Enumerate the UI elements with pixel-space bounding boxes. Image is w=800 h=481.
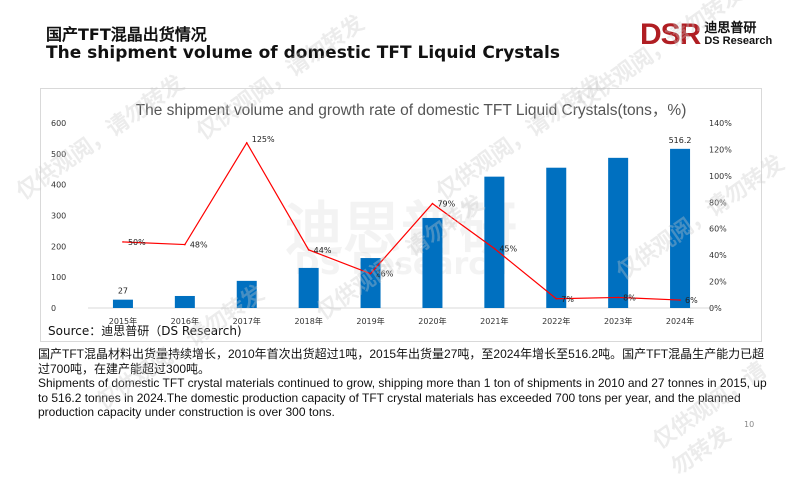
growth-rate-point xyxy=(555,297,558,300)
bar-data-label: 516.2 xyxy=(669,136,692,145)
growth-rate-point xyxy=(307,249,310,251)
watermark-big-cn: 迪思普研 xyxy=(285,195,517,263)
line-data-label: 8% xyxy=(623,293,636,302)
right-axis-tick-label: 120% xyxy=(709,145,732,154)
logo-name-en: DS Research xyxy=(704,35,773,47)
bar-2017年 xyxy=(236,280,257,308)
bar-2022年 xyxy=(546,167,567,308)
x-tick-label: 2016年 xyxy=(171,316,199,326)
bar-2023年 xyxy=(608,157,629,308)
watermark-big-en: DS Research xyxy=(295,247,508,282)
growth-rate-point xyxy=(493,247,496,250)
dsr-logo: DSR 迪思普研 DS Research xyxy=(640,20,772,50)
right-axis-tick-label: 40% xyxy=(709,251,727,260)
description-en: Shipments of domestic TFT crystal materi… xyxy=(38,376,767,419)
bar-2019年 xyxy=(360,258,381,308)
right-axis-tick-label: 20% xyxy=(709,278,727,287)
left-axis-tick-label: 0 xyxy=(51,304,56,313)
x-tick-label: 2015年 xyxy=(109,316,137,326)
logo-mark: DSR xyxy=(640,18,701,51)
line-data-label: 50% xyxy=(128,238,146,247)
growth-rate-point xyxy=(245,142,248,144)
bar-2016年 xyxy=(174,295,195,308)
right-axis-tick-label: 80% xyxy=(709,198,727,207)
chart-title: The shipment volume and growth rate of d… xyxy=(135,102,687,119)
x-tick-label: 2019年 xyxy=(356,316,384,326)
bar-2024年 xyxy=(670,148,691,308)
x-tick-label: 2024年 xyxy=(666,316,694,326)
right-axis-tick-label: 100% xyxy=(709,172,732,181)
page-number: 10 xyxy=(744,420,755,429)
description: 国产TFT混晶材料出货量持续增长，2010年首次出货超过1吨，2015年出货量2… xyxy=(38,347,768,420)
bar-2021年 xyxy=(484,176,505,308)
description-cn: 国产TFT混晶材料出货量持续增长，2010年首次出货超过1吨，2015年出货量2… xyxy=(38,347,765,376)
left-axis-tick-label: 100 xyxy=(51,273,66,282)
right-axis-tick-label: 140% xyxy=(709,119,732,128)
chart-container: 迪思普研 DS Research 0 100 200 300 400 500 600 0% 20… xyxy=(40,88,762,342)
left-axis-tick-label: 200 xyxy=(51,242,66,251)
growth-rate-point xyxy=(369,272,372,275)
line-data-label: 44% xyxy=(314,246,332,255)
right-axis-tick-label: 0% xyxy=(709,304,722,313)
x-tick-label: 2018年 xyxy=(294,316,322,326)
line-data-label: 79% xyxy=(437,200,455,209)
growth-rate-point xyxy=(431,202,434,205)
bar-2015年 xyxy=(112,299,133,308)
growth-rate-point xyxy=(122,241,124,243)
line-data-label: 48% xyxy=(190,241,208,250)
x-tick-label: 2023年 xyxy=(604,316,632,326)
growth-rate-line xyxy=(122,141,681,301)
x-tick-label: 2017年 xyxy=(233,316,261,326)
line-data-label: 26% xyxy=(376,270,394,279)
page-title-cn: 国产TFT混晶出货情况 xyxy=(46,25,207,44)
bar-data-label: 27 xyxy=(118,287,128,296)
x-tick-label: 2020年 xyxy=(418,316,446,326)
growth-rate-point xyxy=(184,243,186,246)
line-data-label: 45% xyxy=(499,245,517,254)
left-axis-tick-label: 600 xyxy=(51,119,66,128)
right-axis-tick-label: 60% xyxy=(709,225,727,234)
chart-svg: 迪思普研 DS Research 0 100 200 300 400 500 600 0% 20… xyxy=(51,119,732,326)
line-data-label: 7% xyxy=(561,295,574,304)
page-title-en: The shipment volume of domestic TFT Liqu… xyxy=(46,43,560,63)
growth-rate-point xyxy=(679,299,681,301)
bar-2020年 xyxy=(422,217,443,308)
x-tick-label: 2021年 xyxy=(480,316,508,326)
bar-2018年 xyxy=(298,267,319,308)
logo-name-cn: 迪思普研 xyxy=(704,21,757,36)
growth-rate-point xyxy=(617,296,619,299)
line-data-label: 6% xyxy=(685,296,698,305)
left-axis-tick-label: 300 xyxy=(51,212,66,221)
source-note: Source：迪思普研（DS Research) xyxy=(48,324,242,338)
line-data-label: 125% xyxy=(252,135,275,144)
x-tick-label: 2022年 xyxy=(542,316,570,326)
left-axis-tick-label: 500 xyxy=(51,150,66,159)
left-axis-tick-label: 400 xyxy=(51,181,66,190)
